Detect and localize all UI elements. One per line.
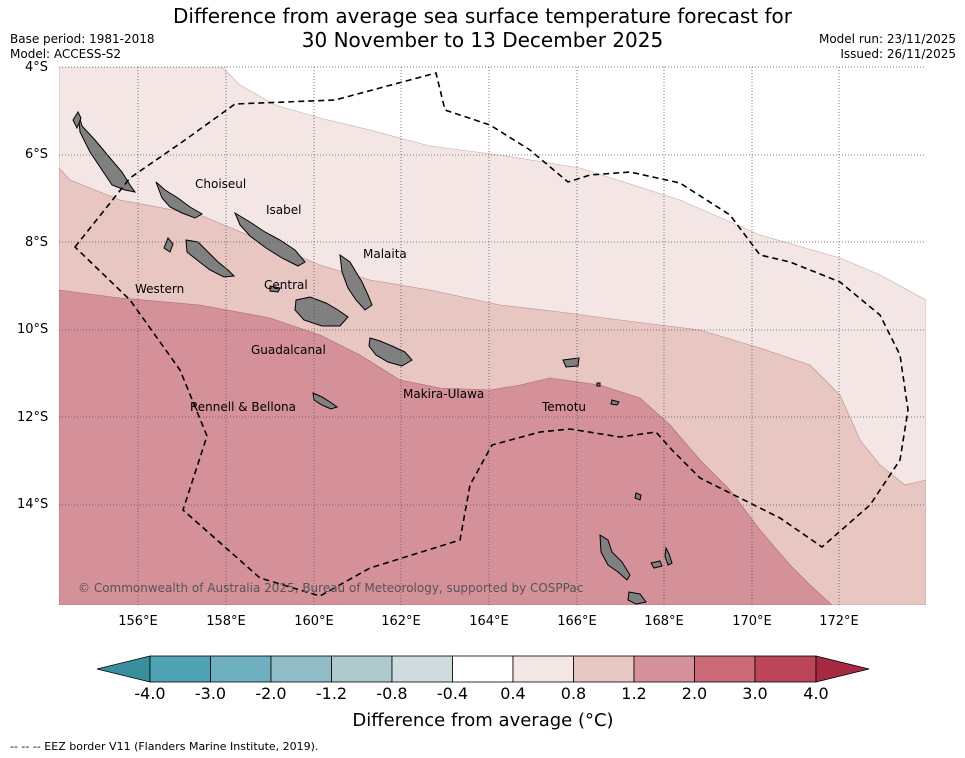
colorbar-tick-label: -2.0 <box>255 684 287 703</box>
lat-label-12s: 12°S <box>17 410 49 425</box>
lon-label-164e: 164°E <box>469 614 509 629</box>
lon-label-156e: 156°E <box>118 614 158 629</box>
gridlines <box>59 66 926 605</box>
chart-title-line1: Difference from average sea surface temp… <box>172 4 792 28</box>
colorbar-segment-1.2 <box>573 655 635 683</box>
colorbar-segment--2 <box>210 655 272 683</box>
colorbar-segment-4.0 <box>754 655 817 683</box>
base-period: Base period: 1981-2018 <box>10 32 155 46</box>
lat-label-14s: 14°S <box>17 497 49 512</box>
anomaly-band-2.0-3.0 <box>59 289 833 605</box>
colorbar-segment--0.4 <box>391 655 453 683</box>
colorbar-tick-label: 2.0 <box>681 684 708 703</box>
lon-label-158e: 158°E <box>206 614 246 629</box>
lat-label-6s: 6°S <box>25 147 49 162</box>
province-label-western: Western <box>135 282 185 296</box>
colorbar-tick-label: -4.0 <box>134 684 166 703</box>
colorbar-segment--0.8 <box>331 655 393 683</box>
province-label-makira-ulawa: Makira-Ulawa <box>403 387 485 401</box>
lat-label-4s: 4°S <box>25 60 49 75</box>
colorbar-tick-label: -0.8 <box>376 684 408 703</box>
colorbar-tick-label: 0.4 <box>500 684 526 703</box>
province-label-temotu: Temotu <box>542 400 587 414</box>
colorbar-segment-0.8 <box>512 655 574 683</box>
lat-label-10s: 10°S <box>17 322 49 337</box>
colorbar-tick-label: 1.2 <box>621 684 647 703</box>
province-label-central: Central <box>264 278 308 292</box>
islands <box>72 110 673 605</box>
lon-label-170e: 170°E <box>732 614 772 629</box>
issued-date: Issued: 26/11/2025 <box>840 47 956 61</box>
eez-legend-note: -- -- -- EEZ border V11 (Flanders Marine… <box>10 740 319 753</box>
lon-label-166e: 166°E <box>557 614 597 629</box>
colorbar-extend-low <box>96 655 151 683</box>
province-label-isabel: Isabel <box>266 203 302 217</box>
colorbar-tick-label: 4.0 <box>803 684 829 703</box>
colorbar-tick-label: -3.0 <box>194 684 227 703</box>
colorbar-tick-label: -0.4 <box>436 684 469 703</box>
colorbar-segment--3 <box>149 655 211 683</box>
colorbar-title: Difference from average (°C) <box>352 710 614 731</box>
colorbar-segment-0.4 <box>452 655 514 683</box>
eez-border <box>73 72 909 597</box>
province-label-choiseul: Choiseul <box>195 177 247 191</box>
chart-title-line2: 30 November to 13 December 2025 <box>301 28 664 52</box>
model-name: Model: ACCESS-S2 <box>10 47 122 61</box>
copyright-credit: © Commonwealth of Australia 2025, Bureau… <box>78 581 584 595</box>
colorbar-tick-label: 3.0 <box>742 684 768 703</box>
lon-label-172e: 172°E <box>819 614 859 629</box>
colorbar-segment-3.0 <box>694 655 756 683</box>
colorbar-segment--1.2 <box>270 655 332 683</box>
lon-label-162e: 162°E <box>381 614 421 629</box>
lon-label-160e: 160°E <box>294 614 334 629</box>
province-label-guadalcanal: Guadalcanal <box>251 343 326 357</box>
colorbar-tick-label: -1.2 <box>315 684 348 703</box>
lon-label-168e: 168°E <box>644 614 684 629</box>
colorbar-segment-2.0 <box>633 655 695 683</box>
lat-label-8s: 8°S <box>25 235 49 250</box>
province-label-rennell-bellona: Rennell & Bellona <box>190 400 297 414</box>
colorbar-tick-label: 0.8 <box>560 684 587 703</box>
colorbar-extend-high <box>815 655 870 683</box>
model-run: Model run: 23/11/2025 <box>818 32 956 46</box>
province-label-malaita: Malaita <box>363 247 407 261</box>
